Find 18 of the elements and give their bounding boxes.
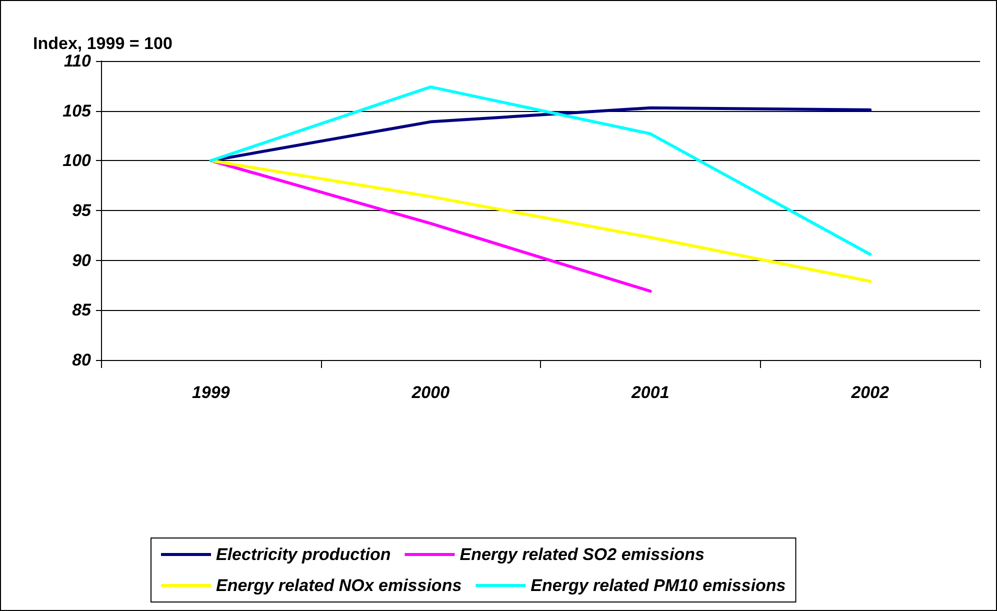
y-tick-label: 100 (62, 151, 92, 170)
line-series (209, 85, 872, 256)
legend-label: Energy related NOx emissions (216, 576, 462, 595)
x-tick-label: 2000 (410, 383, 450, 402)
x-tick-label: 2002 (850, 383, 890, 402)
y-tick-label: 110 (64, 52, 92, 70)
y-tick-label: 90 (72, 250, 92, 270)
legend-label: Energy related PM10 emissions (530, 576, 786, 595)
y-axis-title: Index, 1999 = 100 (33, 34, 172, 53)
y-tick-label: 80 (72, 350, 92, 370)
y-tick-label: 85 (72, 300, 92, 320)
line-series (209, 159, 872, 283)
legend-label: Electricity production (216, 545, 391, 564)
legend-label: Energy related SO2 emissions (460, 545, 704, 564)
x-tick-label: 2001 (630, 383, 670, 402)
x-tick-label: 1999 (192, 383, 230, 402)
y-tick-label: 105 (62, 101, 92, 120)
y-tick-label: 95 (72, 201, 92, 220)
